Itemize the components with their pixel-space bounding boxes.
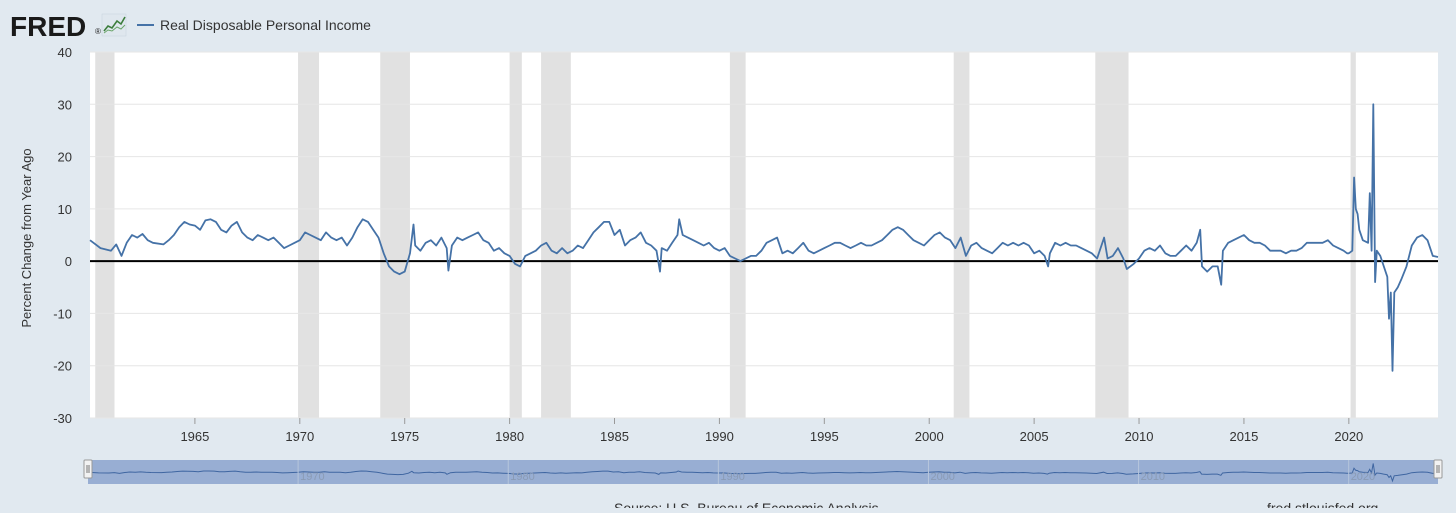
x-tick-label: 1970 (285, 429, 314, 444)
y-tick-label: -30 (53, 411, 72, 426)
y-tick-label: -20 (53, 359, 72, 374)
x-tick-label: 1985 (600, 429, 629, 444)
navigator-right-handle[interactable] (1433, 459, 1443, 479)
recession-band (95, 52, 115, 418)
gridlines (90, 51, 1438, 419)
legend-label: Real Disposable Personal Income (160, 17, 371, 33)
x-tick-label: 2020 (1334, 429, 1363, 444)
logo-text: FRED (10, 11, 86, 42)
recession-band (1095, 52, 1129, 418)
y-axis-ticks: -30 -20 -10 0 10 20 30 40 (53, 45, 72, 426)
fred-logo[interactable]: FRED ® (10, 11, 127, 42)
y-tick-label: 20 (58, 150, 72, 165)
navigator-tick-label: 1980 (510, 471, 534, 483)
x-tick-label: 1975 (390, 429, 419, 444)
navigator-left-handle[interactable] (83, 459, 93, 479)
y-axis-title: Percent Change from Year Ago (19, 148, 34, 327)
x-tick-label: 1990 (705, 429, 734, 444)
navigator-tick-label: 2000 (930, 471, 954, 483)
x-tick-label: 1965 (180, 429, 209, 444)
y-tick-label: 10 (58, 202, 72, 217)
x-axis-ticks: 1965 1970 1975 1980 1985 1990 1995 2000 2005 2010… (180, 418, 1363, 444)
plot-background (90, 52, 1438, 418)
line-chart-icon (101, 13, 127, 37)
x-tick-label: 1980 (495, 429, 524, 444)
navigator-tick-label: 2010 (1141, 471, 1165, 483)
recession-band (729, 52, 746, 418)
y-tick-label: 40 (58, 45, 72, 60)
x-tick-label: 2015 (1229, 429, 1258, 444)
y-tick-label: 0 (65, 254, 72, 269)
x-tick-label: 1995 (810, 429, 839, 444)
y-tick-label: 30 (58, 97, 72, 112)
legend: Real Disposable Personal Income (137, 17, 371, 33)
x-tick-label: 2005 (1020, 429, 1049, 444)
site-link[interactable]: fred.stlouisfed.org (1267, 500, 1378, 513)
recession-band (541, 52, 571, 418)
recession-band (953, 52, 970, 418)
logo-trademark: ® (95, 27, 101, 36)
range-navigator[interactable]: 1970 1980 1990 2000 2010 2020 (83, 459, 1443, 484)
recession-band (509, 52, 522, 418)
recession-bands (95, 52, 1356, 418)
navigator-tick-label: 2020 (1351, 471, 1375, 483)
plot-area (89, 51, 1439, 419)
navigator-ticks: 1970 1980 1990 2000 2010 2020 (297, 460, 1375, 484)
x-tick-label: 2010 (1125, 429, 1154, 444)
navigator-series-line (87, 463, 1438, 483)
x-tick-label: 2000 (915, 429, 944, 444)
source-note: Source: U.S. Bureau of Economic Analysis (614, 500, 879, 508)
y-tick-label: -10 (53, 306, 72, 321)
navigator-tick-label: 1990 (720, 471, 744, 483)
series-line-real-disposable-personal-income (89, 103, 1439, 372)
recession-band (380, 52, 410, 418)
navigator-tick-label: 1970 (300, 471, 324, 483)
